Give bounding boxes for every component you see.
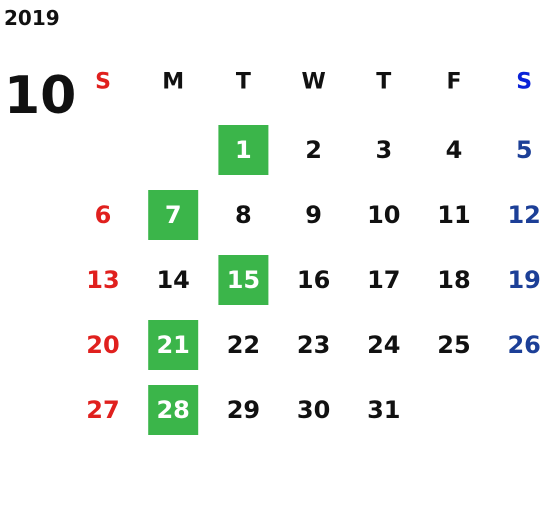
day-number: 1 [235,136,252,164]
day-number: 27 [86,396,119,424]
weekday-label: S [95,70,111,95]
day-number: 12 [507,201,540,229]
weekday-label: W [301,70,325,95]
day-number: 25 [437,331,470,359]
day-number: 21 [156,331,189,359]
day-number: 23 [297,331,330,359]
year: 2019 [4,6,60,30]
day-number: 28 [156,396,189,424]
highlight-box [148,190,199,240]
day-number: 11 [437,201,470,229]
day-number: 16 [297,266,330,294]
weekday-label: M [162,70,184,95]
day-number: 30 [297,396,330,424]
highlight-box [218,125,269,175]
day-number: 26 [507,331,540,359]
day-number: 20 [86,331,119,359]
weekday-label: S [516,70,532,95]
day-number: 15 [227,266,260,294]
weekday-label: T [376,70,391,95]
weekday-label: F [446,70,461,95]
day-number: 13 [86,266,119,294]
day-number: 7 [165,201,182,229]
highlight-box [148,385,199,435]
day-number: 3 [375,136,392,164]
day-number: 17 [367,266,400,294]
day-number: 10 [367,201,400,229]
day-number: 29 [227,396,260,424]
highlight-box [148,320,199,370]
day-number: 31 [367,396,400,424]
day-number: 8 [235,201,252,229]
day-number: 2 [305,136,322,164]
day-number: 24 [367,331,400,359]
day-number: 4 [446,136,463,164]
day-number: 18 [437,266,470,294]
day-number: 22 [227,331,260,359]
day-number: 5 [516,136,533,164]
month: 10 [4,66,76,126]
day-number: 9 [305,201,322,229]
day-number: 19 [507,266,540,294]
day-number: 14 [156,266,189,294]
weekday-label: T [236,70,251,95]
highlight-box [218,255,269,305]
day-number: 6 [95,201,112,229]
